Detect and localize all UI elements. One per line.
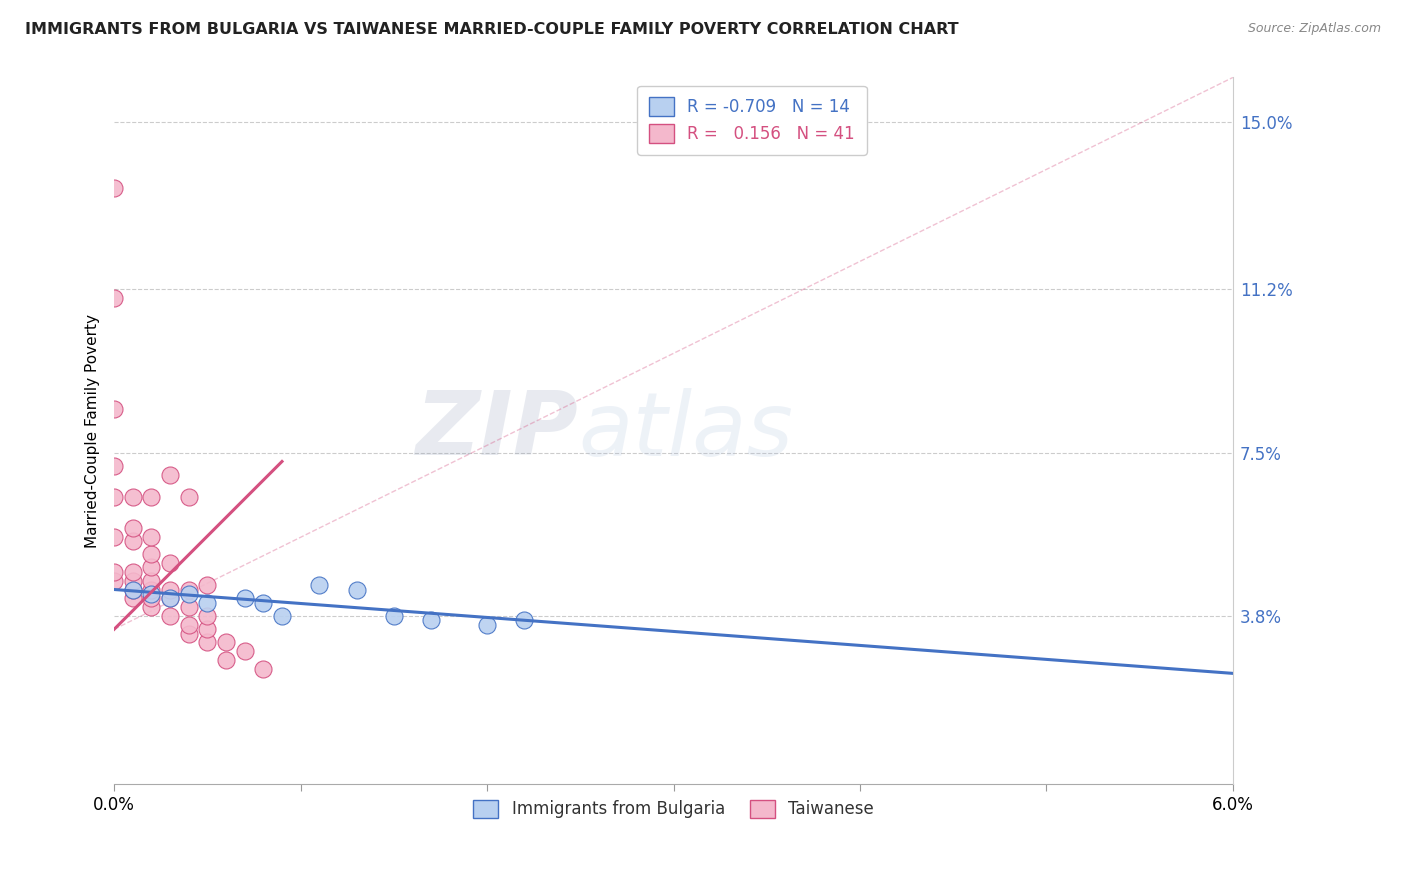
Point: [197, 596, 219, 610]
Point: [177, 587, 200, 601]
Point: [103, 291, 125, 305]
Point: [141, 560, 163, 574]
Point: [103, 458, 125, 473]
Point: [475, 617, 498, 632]
Point: [233, 644, 256, 658]
Point: [233, 591, 256, 606]
Point: [121, 533, 143, 548]
Y-axis label: Married-Couple Family Poverty: Married-Couple Family Poverty: [86, 314, 100, 548]
Point: [121, 591, 143, 606]
Point: [252, 662, 274, 676]
Point: [159, 582, 181, 597]
Text: Source: ZipAtlas.com: Source: ZipAtlas.com: [1247, 22, 1381, 36]
Point: [103, 565, 125, 579]
Point: [141, 574, 163, 588]
Point: [177, 600, 200, 615]
Point: [215, 653, 238, 667]
Point: [141, 490, 163, 504]
Point: [177, 490, 200, 504]
Point: [197, 609, 219, 624]
Point: [121, 521, 143, 535]
Point: [197, 578, 219, 592]
Point: [513, 614, 536, 628]
Point: [103, 181, 125, 195]
Point: [141, 582, 163, 597]
Point: [159, 591, 181, 606]
Point: [197, 622, 219, 636]
Point: [159, 591, 181, 606]
Point: [121, 490, 143, 504]
Point: [141, 547, 163, 561]
Point: [177, 582, 200, 597]
Point: [271, 609, 294, 624]
Point: [141, 591, 163, 606]
Text: IMMIGRANTS FROM BULGARIA VS TAIWANESE MARRIED-COUPLE FAMILY POVERTY CORRELATION : IMMIGRANTS FROM BULGARIA VS TAIWANESE MA…: [25, 22, 959, 37]
Point: [141, 529, 163, 543]
Point: [103, 574, 125, 588]
Point: [346, 582, 368, 597]
Point: [121, 582, 143, 597]
Point: [121, 574, 143, 588]
Point: [382, 609, 405, 624]
Point: [103, 529, 125, 543]
Point: [177, 617, 200, 632]
Legend: Immigrants from Bulgaria, Taiwanese: Immigrants from Bulgaria, Taiwanese: [467, 793, 880, 825]
Point: [141, 587, 163, 601]
Point: [141, 600, 163, 615]
Point: [103, 490, 125, 504]
Point: [197, 635, 219, 649]
Point: [121, 565, 143, 579]
Point: [159, 556, 181, 570]
Text: ZIP: ZIP: [416, 387, 578, 474]
Text: atlas: atlas: [578, 388, 793, 474]
Point: [159, 609, 181, 624]
Point: [215, 635, 238, 649]
Point: [420, 614, 443, 628]
Point: [103, 401, 125, 416]
Point: [177, 626, 200, 640]
Point: [159, 467, 181, 482]
Point: [308, 578, 330, 592]
Point: [121, 582, 143, 597]
Point: [252, 596, 274, 610]
